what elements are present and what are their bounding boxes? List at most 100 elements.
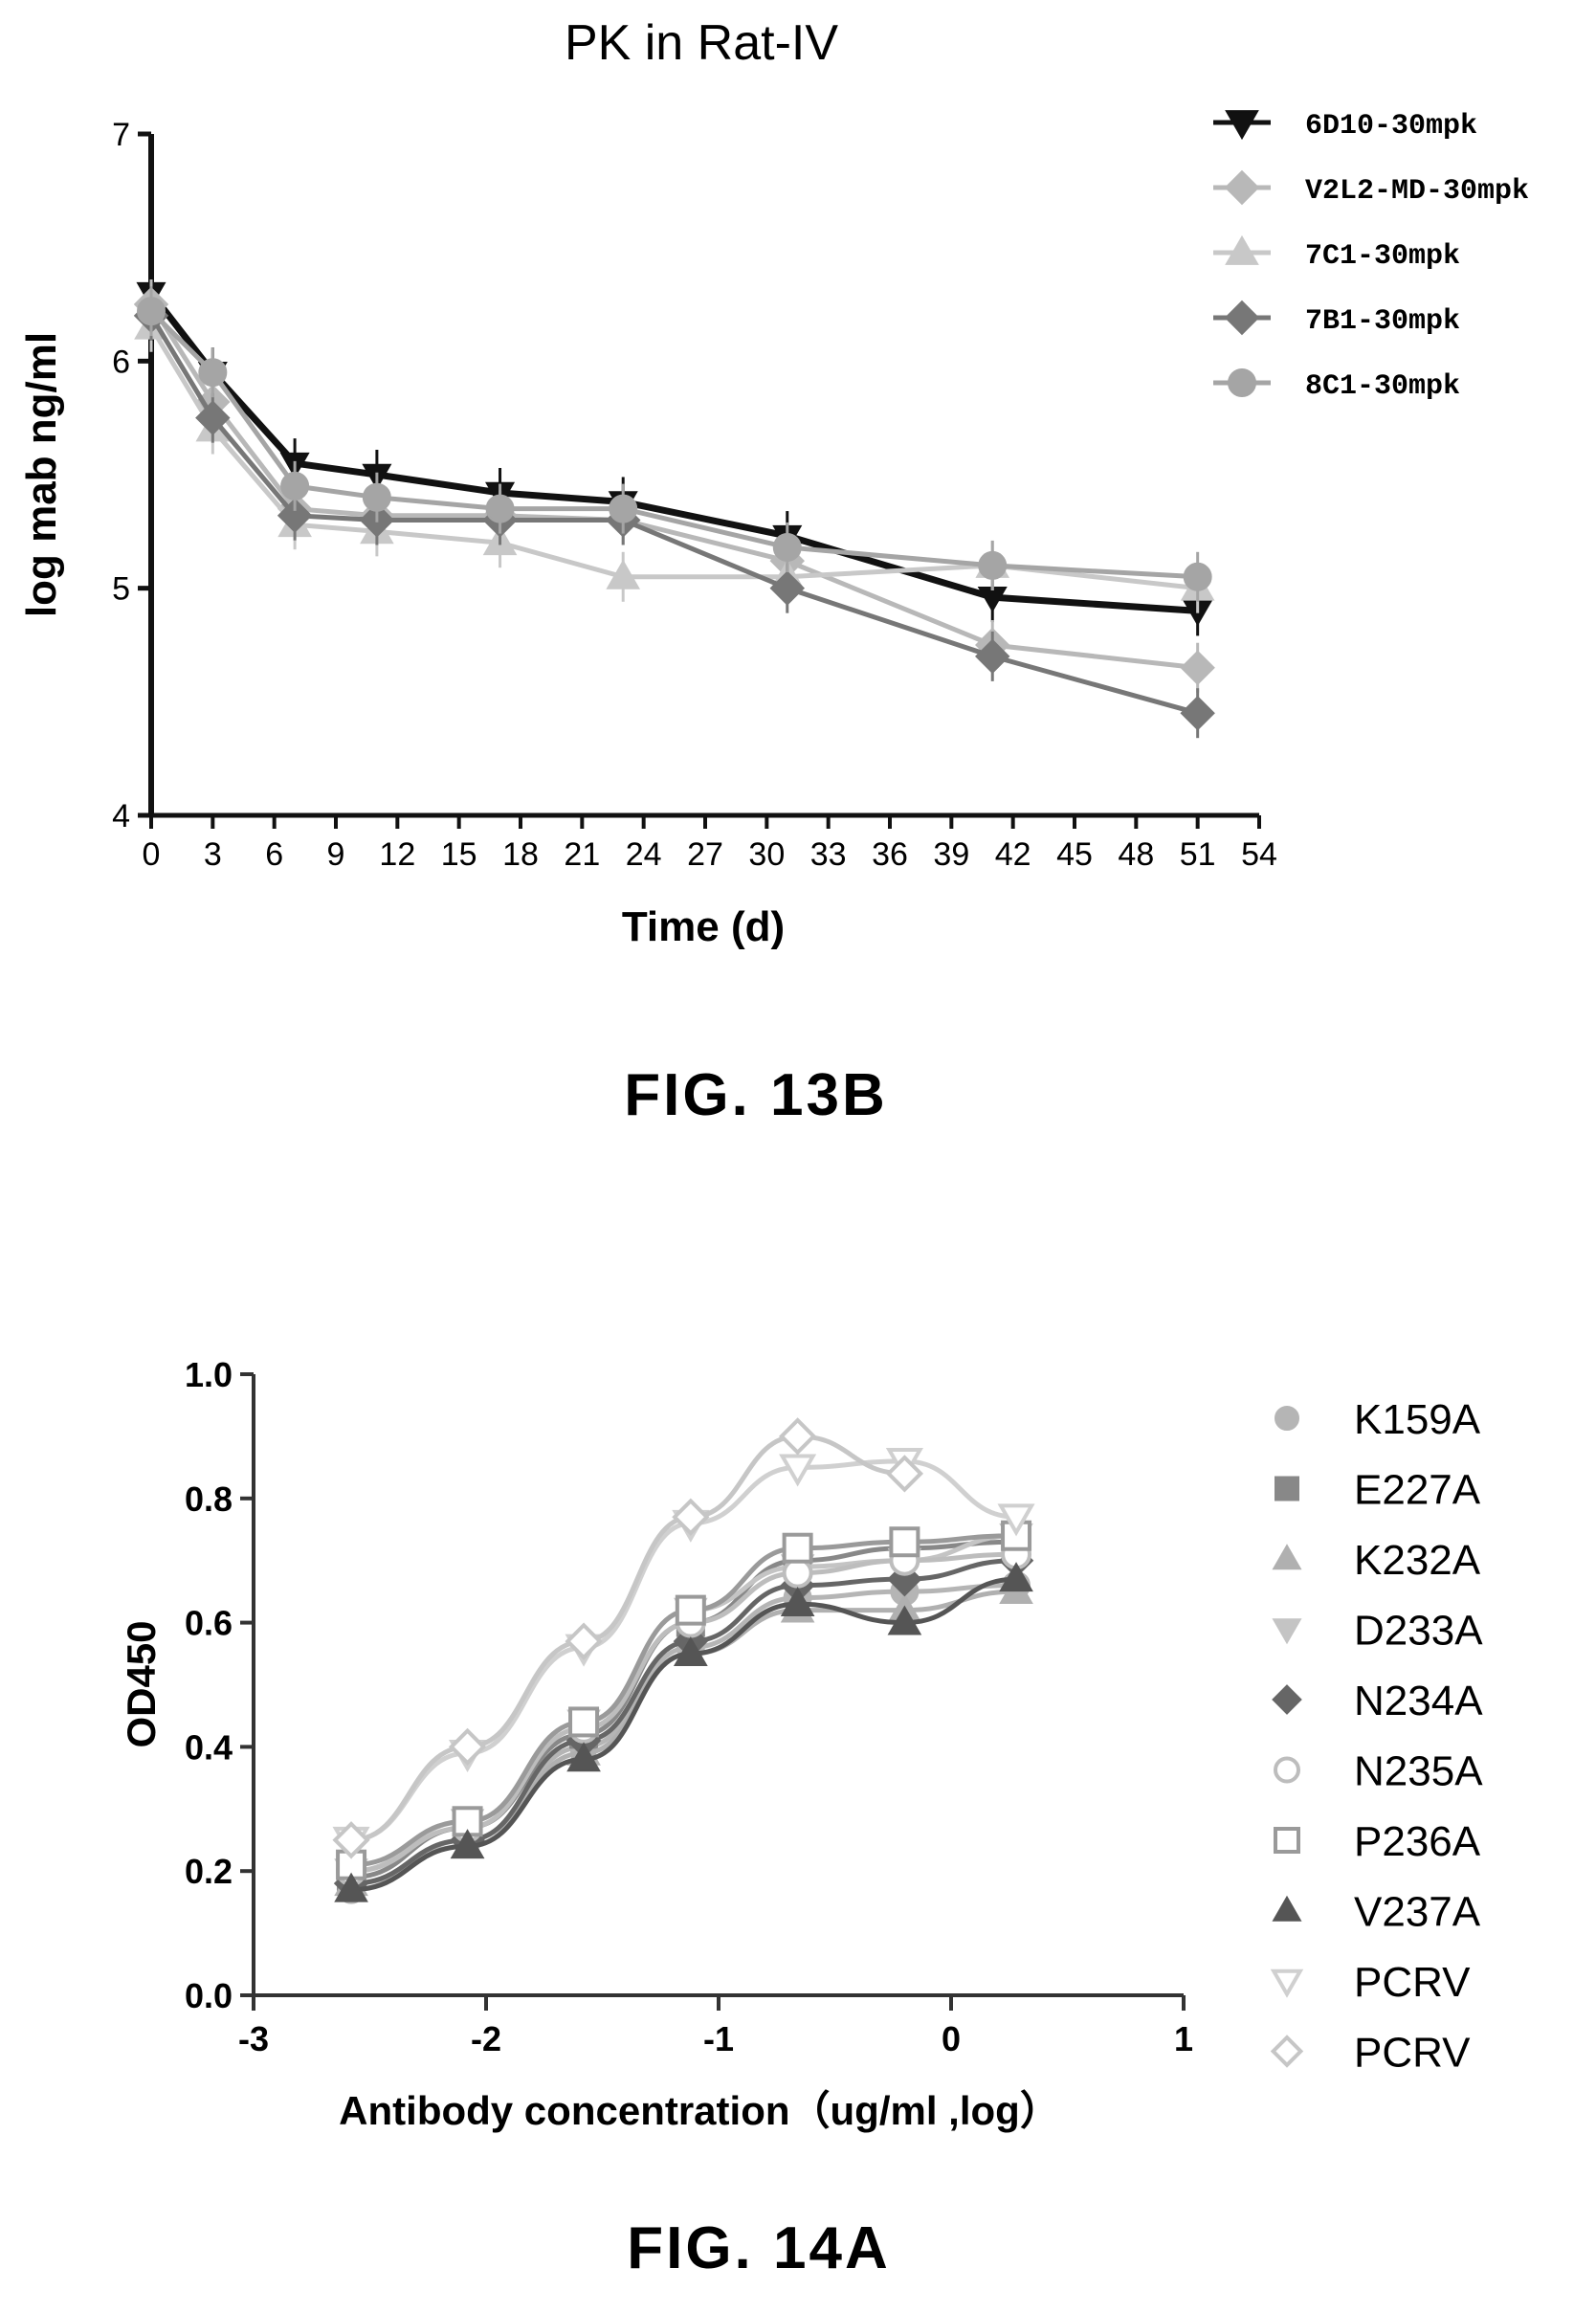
chart-14a-legend-item: K232A (1272, 1537, 1481, 1584)
chart-13b-x-tick-label: 15 (441, 836, 477, 873)
chart-13b-data-point (137, 297, 166, 326)
chart-14a-y-tick-label: 0.0 (185, 1976, 233, 2015)
chart-13b-legend-label: V2L2-MD-30mpk (1305, 175, 1529, 208)
chart-13b-data-point (1180, 695, 1215, 731)
chart-13b-data-point (1180, 650, 1215, 685)
chart-13b-x-tick-label: 33 (810, 836, 847, 873)
chart-14a-series-curve (350, 1434, 905, 1843)
chart-14a-x-tick-label: -3 (238, 2019, 269, 2058)
chart-13b-legend-item: 7C1-30mpk (1213, 234, 1460, 273)
chart-13b-data-point (277, 498, 313, 533)
chart-13b-series (137, 286, 1212, 602)
chart-13b-legend-marker (1225, 110, 1259, 141)
chart-13b-legend-marker (1228, 368, 1256, 397)
chart-14a-data-point (675, 1594, 706, 1626)
chart-13b-y-tick-label: 6 (112, 344, 130, 380)
chart-14a-legend-marker (1274, 1756, 1300, 1784)
chart-13b-data-point (280, 471, 310, 500)
chart-13b-series (133, 290, 1215, 739)
chart-13b-x-tick-label: 18 (502, 836, 539, 873)
chart-14a-legend-label: E227A (1354, 1467, 1481, 1514)
chart-14a-data-point (448, 1727, 487, 1767)
chart-14a-data-point (450, 1829, 485, 1859)
chart-14a-data-point (332, 1821, 370, 1859)
chart-13b-x-label: Time (d) (622, 903, 785, 950)
chart-14a-legend-marker (1270, 1968, 1304, 1998)
chart-14a-legend-item: P236A (1274, 1818, 1481, 1865)
chart-14a-data-point (565, 1622, 603, 1660)
chart-14a-legend-marker (1272, 1895, 1302, 1922)
chart-14a-y-label: OD450 (119, 1620, 164, 1747)
chart-14a-legend-item: N234A (1272, 1678, 1483, 1724)
chart-14a-x-label: Antibody concentration（ug/ml ,log） (339, 2088, 1060, 2133)
chart-13b-series (136, 268, 1213, 636)
chart-13b-legend-item: 7B1-30mpk (1213, 300, 1460, 338)
chart-13b-y-tick-label: 5 (112, 571, 130, 608)
chart-14a-data-point (782, 1532, 813, 1564)
chart-13b-data-point (975, 638, 1010, 675)
chart-13b-legend-item: 8C1-30mpk (1213, 368, 1460, 403)
chart-14a-legend-marker (1272, 1684, 1302, 1715)
chart-13b-x-tick-label: 0 (143, 836, 161, 873)
chart-14a-legend-label: K232A (1354, 1537, 1481, 1584)
chart-14a-data-point (566, 1742, 601, 1772)
figure-14a-caption: FIG. 14A (627, 2215, 891, 2281)
chart-13b-data-point (978, 550, 1008, 580)
chart-14a-data-point (889, 1526, 920, 1558)
chart-13b-series-line (148, 325, 1198, 591)
chart-13b-x-tick-label: 21 (564, 836, 600, 873)
chart-14a-data-point (672, 1498, 710, 1536)
chart-13b-data-point (609, 494, 638, 523)
chart-14a-legend-label: K159A (1354, 1396, 1481, 1443)
chart-14a-legend-item: N235A (1274, 1748, 1483, 1795)
chart-13b-legend-label: 7C1-30mpk (1305, 240, 1460, 273)
chart-14a-data-point (778, 1417, 817, 1456)
chart-13b-legend-item: 6D10-30mpk (1213, 110, 1477, 143)
chart-14a-legend-marker (1270, 2035, 1304, 2068)
chart-13b-x-tick-label: 12 (379, 836, 415, 873)
chart-13b-data-point (362, 482, 391, 512)
chart-13b-data-point (198, 358, 228, 388)
chart-13b-series-line (149, 309, 1198, 580)
chart-14a-legend-marker (1274, 1827, 1300, 1854)
chart-13b-x-tick-label: 51 (1180, 836, 1216, 873)
chart-13b-data-point (485, 494, 515, 523)
chart-14a-legend-label: D233A (1354, 1608, 1483, 1655)
chart-13b-data-point (772, 532, 802, 562)
chart-14a-x-tick-label: 1 (1174, 2019, 1193, 2058)
chart-14a-legend-marker (1272, 1618, 1302, 1645)
chart-13b-data-point (195, 400, 231, 435)
chart-14a-y-tick-label: 0.4 (185, 1727, 233, 1767)
figure-13b-caption: FIG. 13B (624, 1062, 888, 1128)
chart-13b-series-line (148, 290, 1198, 614)
chart-13b-x-tick-label: 24 (626, 836, 662, 873)
chart-14a-data-point (568, 1706, 600, 1738)
chart-14a-legend-item: PCRV (1270, 1959, 1471, 2006)
chart-14a-series (334, 1562, 1033, 1902)
chart-13b-title: PK in Rat-IV (565, 15, 838, 71)
chart-14a-legend-item: PCRV (1270, 2030, 1471, 2077)
chart-14a-series (336, 1520, 1032, 1880)
chart-13b-x-tick-label: 9 (327, 836, 345, 873)
chart-13b-x-tick-label: 54 (1241, 836, 1277, 873)
chart-13b-data-point (1183, 562, 1212, 591)
chart-14a-data-point (887, 1605, 922, 1635)
chart-14a-legend-item: E227A (1275, 1467, 1481, 1514)
chart-14a-y-tick-label: 0.8 (185, 1479, 233, 1519)
chart-13b-x-tick-label: 3 (204, 836, 222, 873)
chart-14a-legend-item: D233A (1272, 1608, 1483, 1655)
chart-13b-legend-marker (1225, 234, 1259, 265)
chart-13b-legend-label: 8C1-30mpk (1305, 370, 1460, 403)
chart-14a-data-point (997, 1503, 1035, 1537)
chart-14a-legend-label: P236A (1354, 1818, 1481, 1865)
chart-14a-data-point (674, 1635, 708, 1666)
chart-13b-x-tick-label: 27 (687, 836, 723, 873)
chart-14a-legend-item: V237A (1272, 1889, 1481, 1936)
chart-13b-legend: 6D10-30mpk V2L2-MD-30mpk 7C1-30mpk 7B1-30mp… (1213, 110, 1529, 403)
chart-14a-legend-label: V237A (1354, 1889, 1481, 1936)
chart-14a-series (332, 1417, 924, 1859)
chart-13b-x-tick-label: 39 (933, 836, 969, 873)
chart-13b-legend-label: 7B1-30mpk (1305, 305, 1460, 338)
